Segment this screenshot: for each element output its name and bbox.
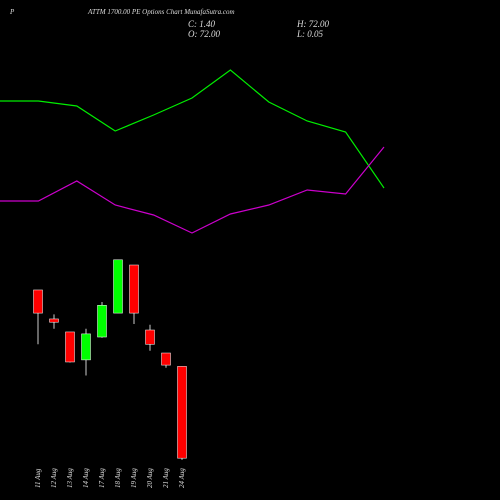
candle-body [113,259,123,314]
x-tick-label: 12 Aug [50,468,58,488]
candle-body [129,264,139,314]
open-label: O: 72.00 [188,29,220,39]
candle-body [81,333,91,361]
indicator-line [0,69,385,189]
candle-body [49,318,59,323]
x-tick-label: 24 Aug [178,468,186,488]
candle-body [65,331,75,363]
x-tick-label: 17 Aug [98,468,106,488]
candle-body [145,329,155,345]
x-tick-label: 21 Aug [162,468,170,488]
x-tick-label: 20 Aug [146,468,154,488]
indicator-line [0,146,385,234]
title-prefix: P [9,8,15,16]
x-tick-label: 11 Aug [34,468,42,488]
chart-title: ATTM 1700.00 PE Options Chart MunafaSutr… [87,8,235,16]
x-tick-label: 13 Aug [66,468,74,488]
candle-body [33,289,43,314]
x-tick-label: 14 Aug [82,468,90,488]
candle-body [97,305,107,338]
high-label: H: 72.00 [296,19,329,29]
candle-body [161,352,171,366]
candle-body [177,366,187,459]
close-label: C: 1.40 [188,19,216,29]
x-tick-label: 19 Aug [130,468,138,488]
x-tick-label: 18 Aug [114,468,122,488]
low-label: L: 0.05 [296,29,324,39]
